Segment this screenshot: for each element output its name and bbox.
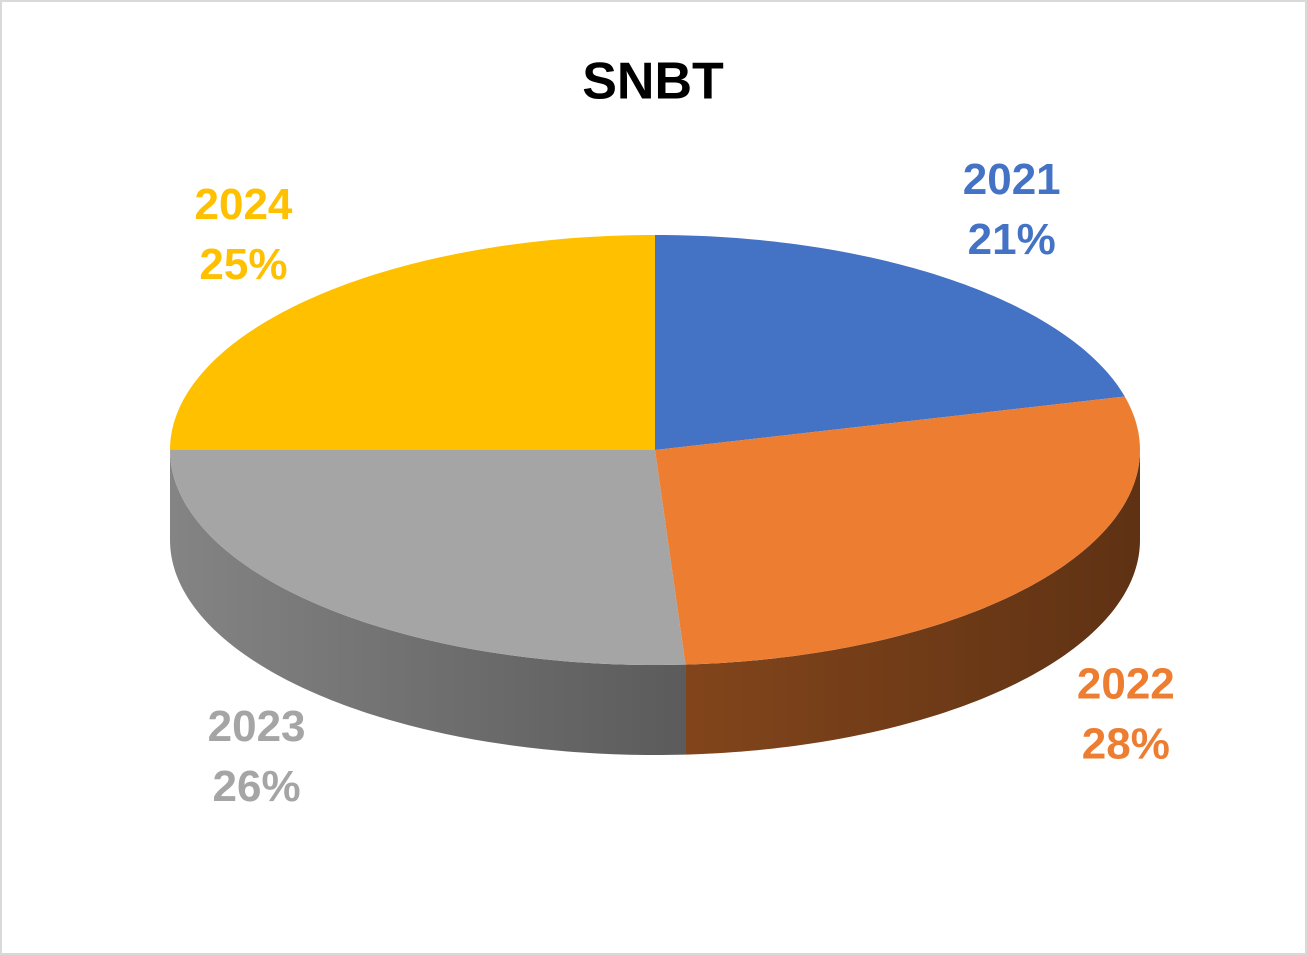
chart-title: SNBT — [582, 53, 724, 111]
slice-side — [685, 450, 1140, 755]
category-label: 2022 — [1077, 660, 1175, 709]
value-label: 21% — [968, 215, 1056, 264]
slice — [170, 235, 655, 450]
value-label: 25% — [199, 240, 287, 289]
pie-tops — [170, 235, 1140, 665]
value-label: 28% — [1082, 720, 1170, 769]
value-label: 26% — [213, 762, 301, 811]
slice — [655, 235, 1125, 450]
slice — [170, 450, 686, 665]
category-label: 2024 — [195, 180, 293, 229]
labels: 2021 21% 2022 28% 2023 26% 2024 25% — [195, 155, 1175, 811]
slice-side — [170, 450, 686, 755]
slice — [655, 396, 1140, 665]
category-label: 2021 — [963, 155, 1061, 204]
category-label: 2023 — [208, 702, 306, 751]
pie-sides — [170, 450, 1140, 755]
